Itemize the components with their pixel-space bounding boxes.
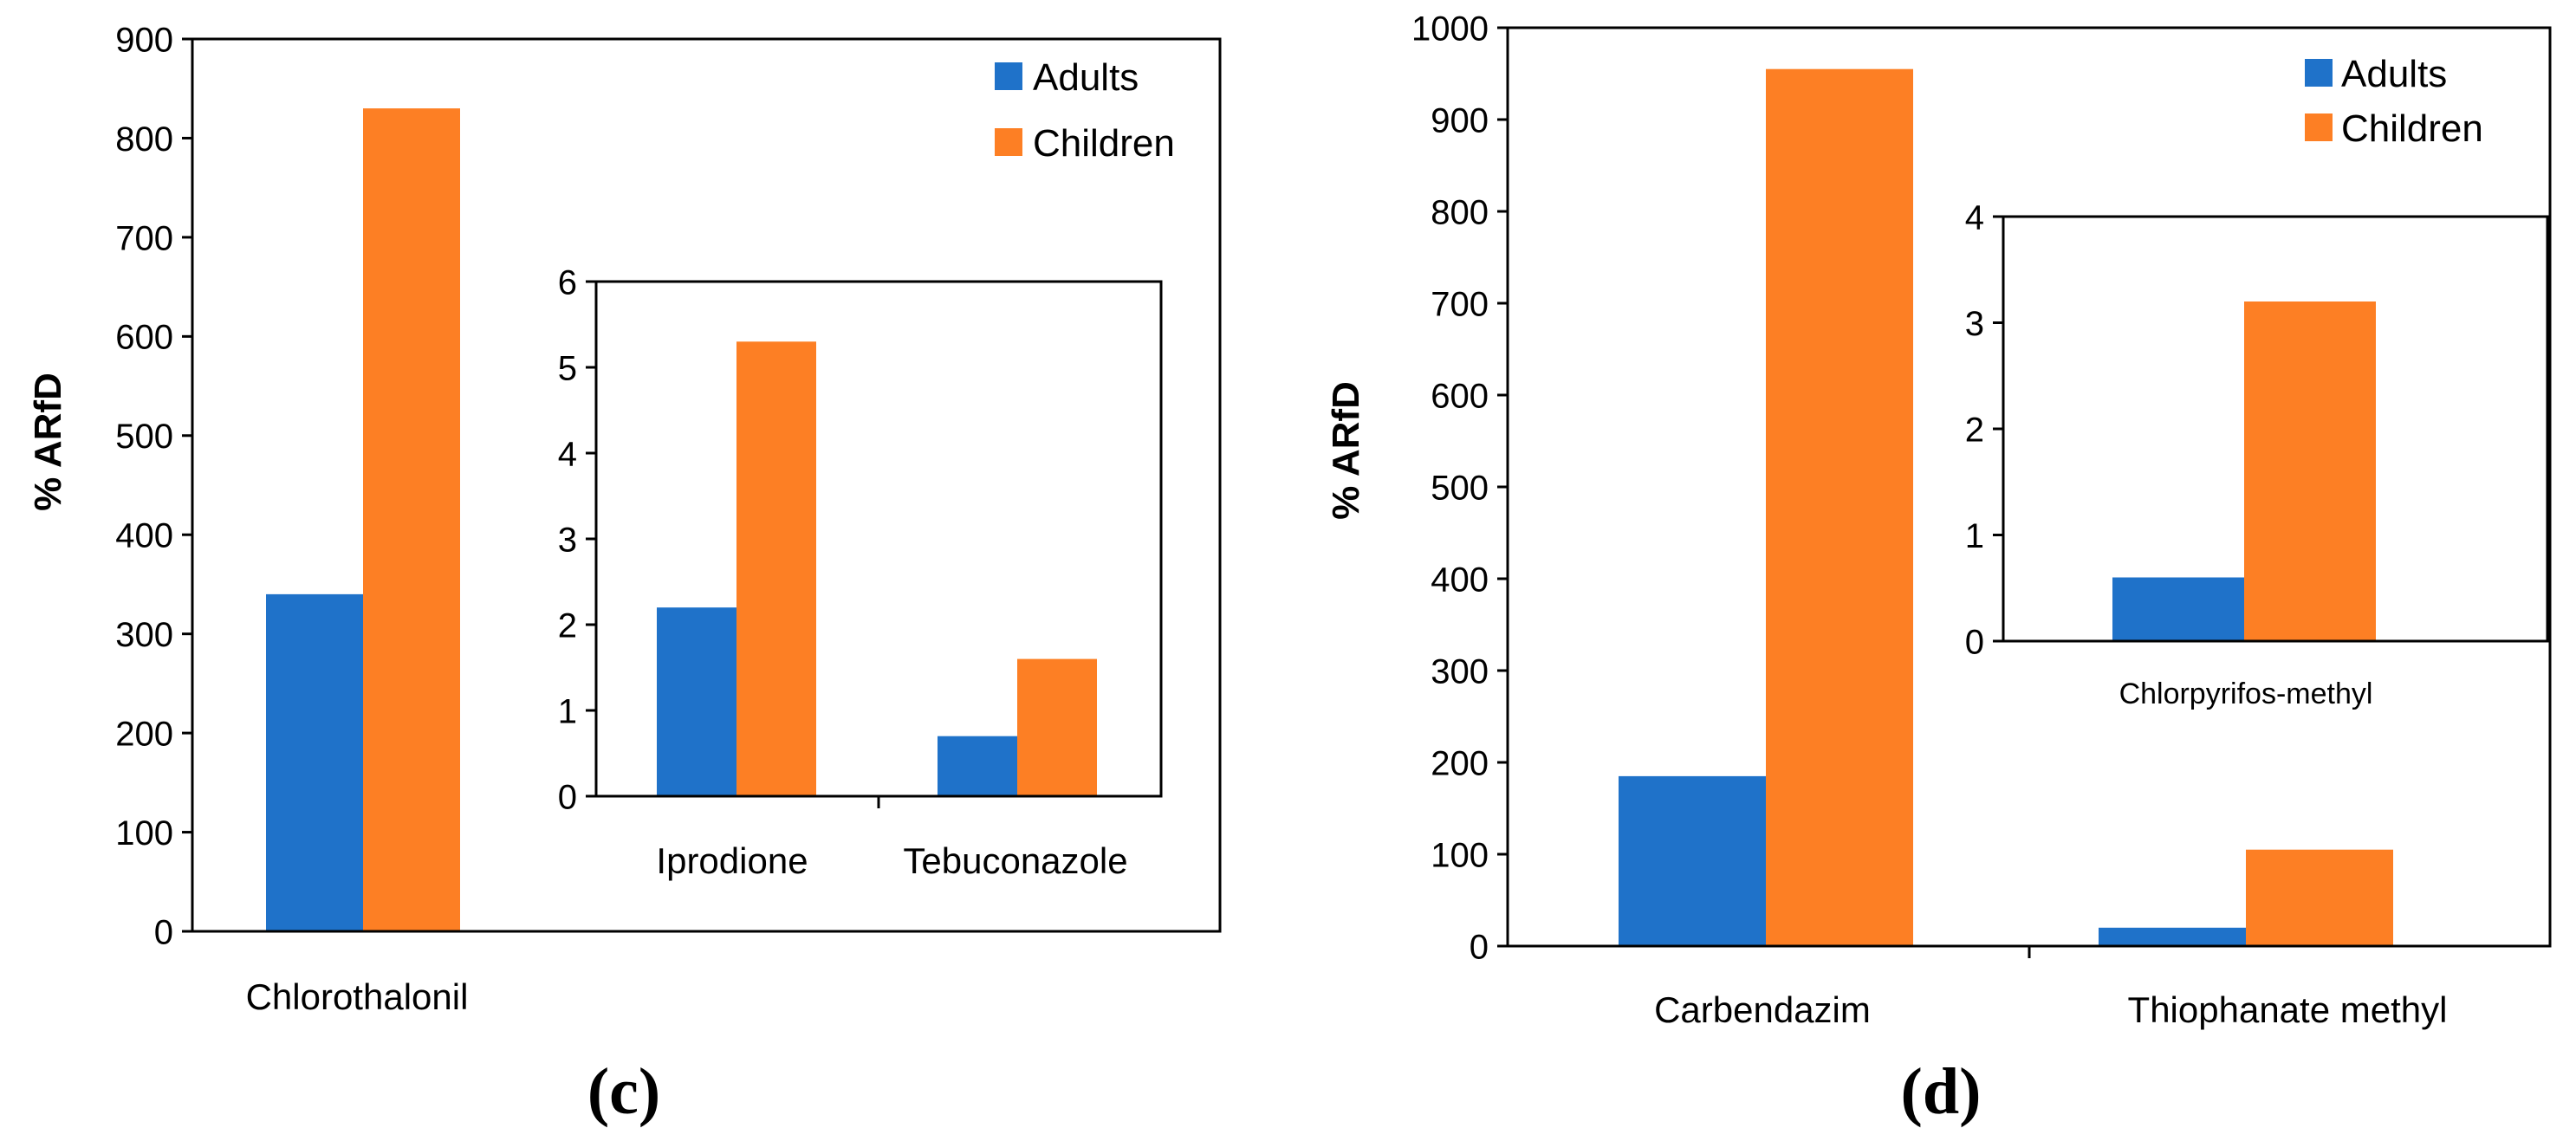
panel-d-bars (1619, 68, 2393, 946)
legend-swatch-children (2305, 113, 2333, 141)
panel-c-inset-bars (657, 341, 1097, 796)
y-tick-label: 100 (1431, 836, 1489, 874)
panel-c-inset-category-label: Iprodione (656, 840, 808, 881)
y-tick-label: 300 (1431, 652, 1489, 690)
y-tick-label: 0 (558, 778, 577, 816)
panel-c-y-axis-label: % ARfD (27, 373, 69, 511)
bar-children-carbendazim (1766, 68, 1913, 946)
y-tick-label: 0 (1470, 928, 1489, 966)
y-tick-label: 4 (1965, 198, 1984, 237)
y-tick-label: 900 (1431, 101, 1489, 139)
panel-c-legend: Adults Children (995, 56, 1175, 165)
panel-c: 0 100 200 300 400 500 600 700 800 900 Chlorothalo… (27, 21, 1222, 1128)
bar-children-chlorothalonil (363, 108, 460, 932)
panel-d-inset-y-axis: 0 1 2 3 4 (1965, 198, 2003, 661)
bar-children-thiophanate-methyl (2246, 849, 2393, 946)
y-tick-label: 5 (558, 349, 577, 387)
y-tick-label: 800 (115, 120, 173, 159)
legend-label-adults: Adults (1033, 56, 1139, 99)
bar-adults-iprodione (657, 607, 736, 796)
bar-adults-chlorpyrifos-methyl (2112, 577, 2244, 641)
bar-children-iprodione (736, 341, 816, 796)
bar-children-tebuconazole (1017, 658, 1097, 796)
y-tick-label: 400 (115, 517, 173, 555)
bar-adults-thiophanate-methyl (2099, 927, 2246, 946)
y-tick-label: 100 (115, 814, 173, 853)
y-tick-label: 600 (1431, 377, 1489, 415)
y-tick-label: 3 (558, 521, 577, 559)
panel-d-y-axis: 0 100 200 300 400 500 600 700 800 900 1000 (1411, 10, 1508, 966)
y-tick-label: 600 (115, 319, 173, 357)
legend-label-adults: Adults (2341, 53, 2447, 95)
panel-c-inset-category-label: Tebuconazole (903, 840, 1127, 881)
panel-d-y-axis-label: % ARfD (1325, 381, 1367, 520)
panel-c-y-axis: 0 100 200 300 400 500 600 700 800 900 (115, 21, 192, 951)
panel-c-inset-y-axis: 0 1 2 3 4 5 6 (558, 263, 596, 816)
y-tick-label: 1 (558, 692, 577, 730)
y-tick-label: 800 (1431, 193, 1489, 231)
y-tick-label: 2 (558, 606, 577, 645)
panel-d-legend: Adults Children (2305, 53, 2483, 150)
y-tick-label: 6 (558, 263, 577, 301)
y-tick-label: 200 (115, 716, 173, 754)
y-tick-label: 700 (115, 219, 173, 257)
y-tick-label: 900 (115, 21, 173, 59)
panel-d-category-label: Thiophanate methyl (2128, 989, 2448, 1030)
y-tick-label: 1000 (1411, 10, 1489, 48)
panel-d-inset-bars (2112, 301, 2376, 641)
bar-adults-tebuconazole (938, 736, 1017, 796)
y-tick-label: 1 (1965, 517, 1984, 555)
y-tick-label: 4 (558, 435, 577, 473)
panel-d-inset-category-label: Chlorpyrifos-methyl (2119, 677, 2373, 710)
panel-c-caption: (c) (587, 1055, 660, 1128)
legend-swatch-adults (995, 62, 1022, 90)
legend-swatch-adults (2305, 59, 2333, 87)
panel-c-bars (266, 108, 460, 932)
bar-adults-carbendazim (1619, 775, 1766, 946)
legend-label-children: Children (1033, 122, 1175, 165)
y-tick-label: 300 (115, 616, 173, 654)
y-tick-label: 2 (1965, 411, 1984, 449)
panel-c-inset: 0 1 2 3 4 5 6 Iprodione Tebuconazole (558, 263, 1163, 881)
bar-children-chlorpyrifos-methyl (2244, 301, 2376, 641)
panel-d: 0 100 200 300 400 500 600 700 800 900 1000 Carbend… (1325, 10, 2552, 1128)
y-tick-label: 500 (115, 418, 173, 456)
y-tick-label: 500 (1431, 469, 1489, 507)
legend-swatch-children (995, 128, 1022, 156)
panel-d-category-label: Carbendazim (1654, 989, 1871, 1030)
y-tick-label: 0 (154, 913, 173, 951)
panel-d-caption: (d) (1901, 1055, 1982, 1128)
y-tick-label: 3 (1965, 305, 1984, 343)
y-tick-label: 400 (1431, 561, 1489, 599)
y-tick-label: 0 (1965, 623, 1984, 661)
bar-adults-chlorothalonil (266, 593, 363, 931)
legend-label-children: Children (2341, 107, 2483, 150)
panel-c-category-label: Chlorothalonil (246, 976, 469, 1017)
y-tick-label: 200 (1431, 744, 1489, 782)
y-tick-label: 700 (1431, 285, 1489, 323)
panel-d-inset: 0 1 2 3 4 Chlorpyrifos-methyl (1965, 198, 2549, 710)
